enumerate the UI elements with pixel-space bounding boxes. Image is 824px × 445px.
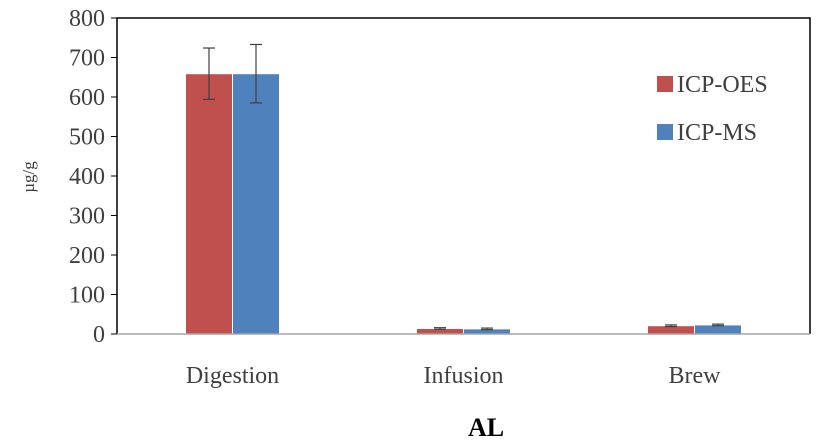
bars [185,73,742,335]
bar-icp-oes-digestion [185,73,233,335]
error-bars [203,43,724,331]
x-axis: Digestion Infusion Brew [117,333,810,389]
y-tick-label: 300 [69,204,105,230]
y-tick-label: 700 [69,46,105,72]
legend: ICP-OES ICP-MS [657,72,768,146]
bar-icp-ms-digestion [232,73,280,335]
legend-swatch [657,76,673,92]
y-axis-label: µg/g [19,161,38,193]
legend-label: ICP-MS [677,120,757,146]
y-tick-label: 500 [69,125,105,151]
y-tick-label: 800 [69,6,105,32]
legend-swatch [657,124,673,140]
y-tick-label: 400 [69,164,105,190]
y-tick-label: 0 [93,322,105,348]
x-tick-label: Infusion [424,363,504,389]
y-tick-label: 600 [69,85,105,111]
y-tick-label: 200 [69,243,105,269]
x-tick-label: Digestion [186,363,279,389]
y-axis: 0 100 200 300 400 500 600 700 800 [69,6,117,348]
x-axis-label: AL [468,413,504,442]
y-tick-label: 100 [69,283,105,309]
legend-label: ICP-OES [677,72,768,98]
x-tick-label: Brew [669,363,722,389]
